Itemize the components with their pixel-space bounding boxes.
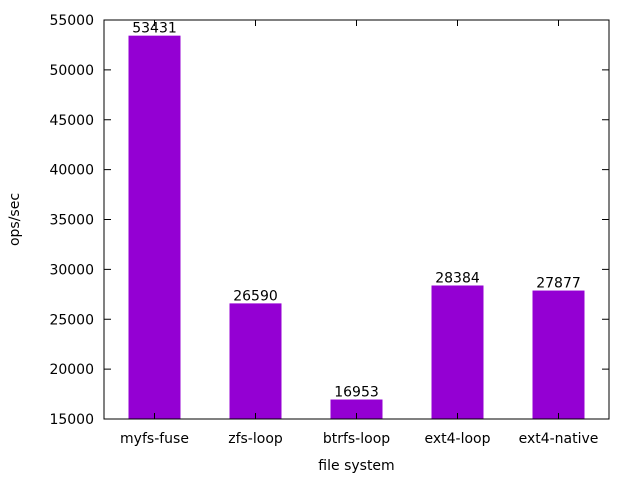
data-labels-group: 53431 26590 16953 28384 27877 [132,21,581,401]
y-tick-label-25000: 25000 [49,312,94,328]
y-tick-label-40000: 40000 [49,163,94,179]
x-tick-label-myfs-fuse: myfs-fuse [120,431,189,447]
y-tick-label-30000: 30000 [49,262,94,278]
bar-zfs-loop [229,303,282,419]
y-axis-ticks: 15000 20000 25000 30000 35000 40000 45000 50000… [49,13,609,428]
bar-ext4-loop [431,285,484,419]
y-tick-label-55000: 55000 [49,13,94,29]
x-tick-label-btrfs-loop: btrfs-loop [323,431,390,447]
data-label-ext4-native: 27877 [536,276,581,292]
bar-myfs-fuse [128,35,181,419]
y-tick-label-50000: 50000 [49,63,94,79]
data-label-zfs-loop: 26590 [233,288,278,304]
y-axis-title: ops/sec [7,193,23,246]
x-tick-label-zfs-loop: zfs-loop [228,431,283,447]
y-tick-label-35000: 35000 [49,213,94,229]
x-axis-ticks: myfs-fuse zfs-loop btrfs-loop ext4-loop ext4… [120,20,598,447]
y-tick-label-15000: 15000 [49,412,94,428]
bar-ext4-native [532,290,585,419]
x-axis-title: file system [318,458,394,474]
data-label-myfs-fuse: 53431 [132,21,177,37]
data-label-ext4-loop: 28384 [435,270,480,286]
data-label-btrfs-loop: 16953 [334,385,379,401]
bars-group [128,35,585,419]
bar-btrfs-loop [330,399,383,419]
y-tick-label-45000: 45000 [49,113,94,129]
x-tick-label-ext4-loop: ext4-loop [424,431,490,447]
y-tick-label-20000: 20000 [49,362,94,378]
x-tick-label-ext4-native: ext4-native [519,431,599,447]
